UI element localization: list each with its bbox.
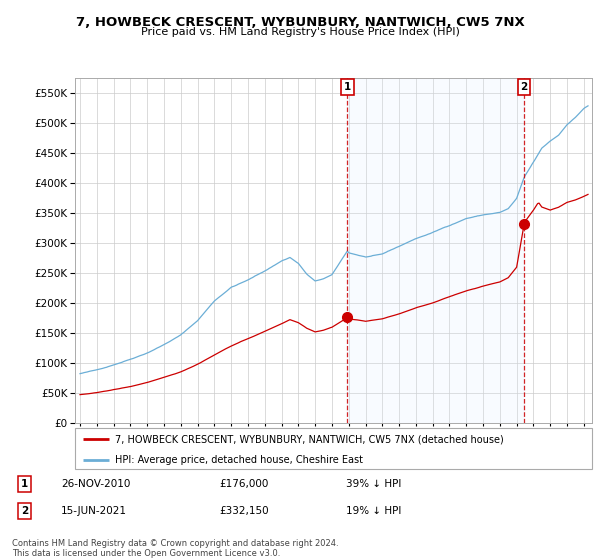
Text: 19% ↓ HPI: 19% ↓ HPI bbox=[346, 506, 401, 516]
Text: Price paid vs. HM Land Registry's House Price Index (HPI): Price paid vs. HM Land Registry's House … bbox=[140, 27, 460, 37]
Text: 1: 1 bbox=[344, 82, 351, 92]
Text: HPI: Average price, detached house, Cheshire East: HPI: Average price, detached house, Ches… bbox=[115, 455, 364, 465]
Bar bbox=[347, 78, 524, 423]
Text: Contains HM Land Registry data © Crown copyright and database right 2024.
This d: Contains HM Land Registry data © Crown c… bbox=[12, 539, 338, 558]
Text: 26-NOV-2010: 26-NOV-2010 bbox=[61, 479, 130, 489]
Text: £332,150: £332,150 bbox=[220, 506, 269, 516]
Text: 15-JUN-2021: 15-JUN-2021 bbox=[61, 506, 127, 516]
Text: 2: 2 bbox=[21, 506, 28, 516]
Text: 7, HOWBECK CRESCENT, WYBUNBURY, NANTWICH, CW5 7NX (detached house): 7, HOWBECK CRESCENT, WYBUNBURY, NANTWICH… bbox=[115, 435, 504, 444]
Text: 1: 1 bbox=[21, 479, 28, 489]
Text: 7, HOWBECK CRESCENT, WYBUNBURY, NANTWICH, CW5 7NX: 7, HOWBECK CRESCENT, WYBUNBURY, NANTWICH… bbox=[76, 16, 524, 29]
Text: £176,000: £176,000 bbox=[220, 479, 269, 489]
Text: 2: 2 bbox=[521, 82, 528, 92]
FancyBboxPatch shape bbox=[75, 428, 592, 469]
Text: 39% ↓ HPI: 39% ↓ HPI bbox=[346, 479, 401, 489]
